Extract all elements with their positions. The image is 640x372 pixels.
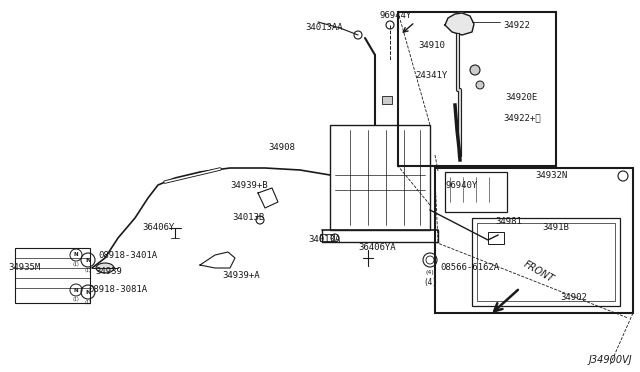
Bar [382,96,392,104]
Bar [320,234,334,241]
Text: ⟨1⟩: ⟨1⟩ [84,268,92,273]
Text: 96940Y: 96940Y [445,180,477,189]
Text: 34939+B: 34939+B [230,180,268,189]
Text: 34935M: 34935M [8,263,40,273]
Text: 36406YA: 36406YA [358,244,396,253]
Bar [472,218,620,306]
Text: (4): (4) [426,270,435,275]
Text: ⟨1⟩: ⟨1⟩ [72,262,79,267]
Circle shape [470,65,480,75]
Text: ⟨1⟩: ⟨1⟩ [72,297,79,302]
Text: 08566-6162A: 08566-6162A [440,263,499,273]
Text: 34013A: 34013A [308,235,340,244]
Bar [445,172,507,212]
Text: 34981: 34981 [495,218,522,227]
Text: 34920E: 34920E [505,93,537,103]
Bar [15,248,90,303]
Bar [488,232,504,244]
Ellipse shape [96,263,114,273]
Text: 34939+A: 34939+A [222,270,260,279]
Text: 34013B: 34013B [232,214,264,222]
Text: 34908: 34908 [268,144,295,153]
Text: N: N [85,289,91,295]
Text: N: N [85,257,91,263]
Text: 3491B: 3491B [542,224,569,232]
Bar [477,223,615,301]
Text: ⟨1⟩: ⟨1⟩ [84,300,92,305]
Text: 24341Y: 24341Y [415,71,447,80]
Text: 36406Y: 36406Y [142,224,174,232]
Text: 34939: 34939 [95,267,122,276]
Text: 34910: 34910 [418,41,445,49]
Circle shape [476,81,484,89]
Bar [330,125,430,230]
Text: 34013AA: 34013AA [305,23,342,32]
Text: J34900VJ: J34900VJ [588,355,632,365]
Text: 08918-3401A: 08918-3401A [98,250,157,260]
Text: N: N [74,288,78,292]
Text: 96944Y: 96944Y [380,10,412,19]
Text: 34922+Ⅱ: 34922+Ⅱ [503,113,541,122]
Text: 34902: 34902 [560,294,587,302]
Text: 34922: 34922 [503,20,530,29]
Text: N: N [74,253,78,257]
Polygon shape [445,13,474,35]
Text: (4): (4) [423,278,437,287]
Bar [435,168,633,313]
Text: FRONT: FRONT [522,259,556,284]
Text: 08918-3081A: 08918-3081A [88,285,147,295]
Bar [398,12,556,166]
Text: 34932N: 34932N [535,170,567,180]
